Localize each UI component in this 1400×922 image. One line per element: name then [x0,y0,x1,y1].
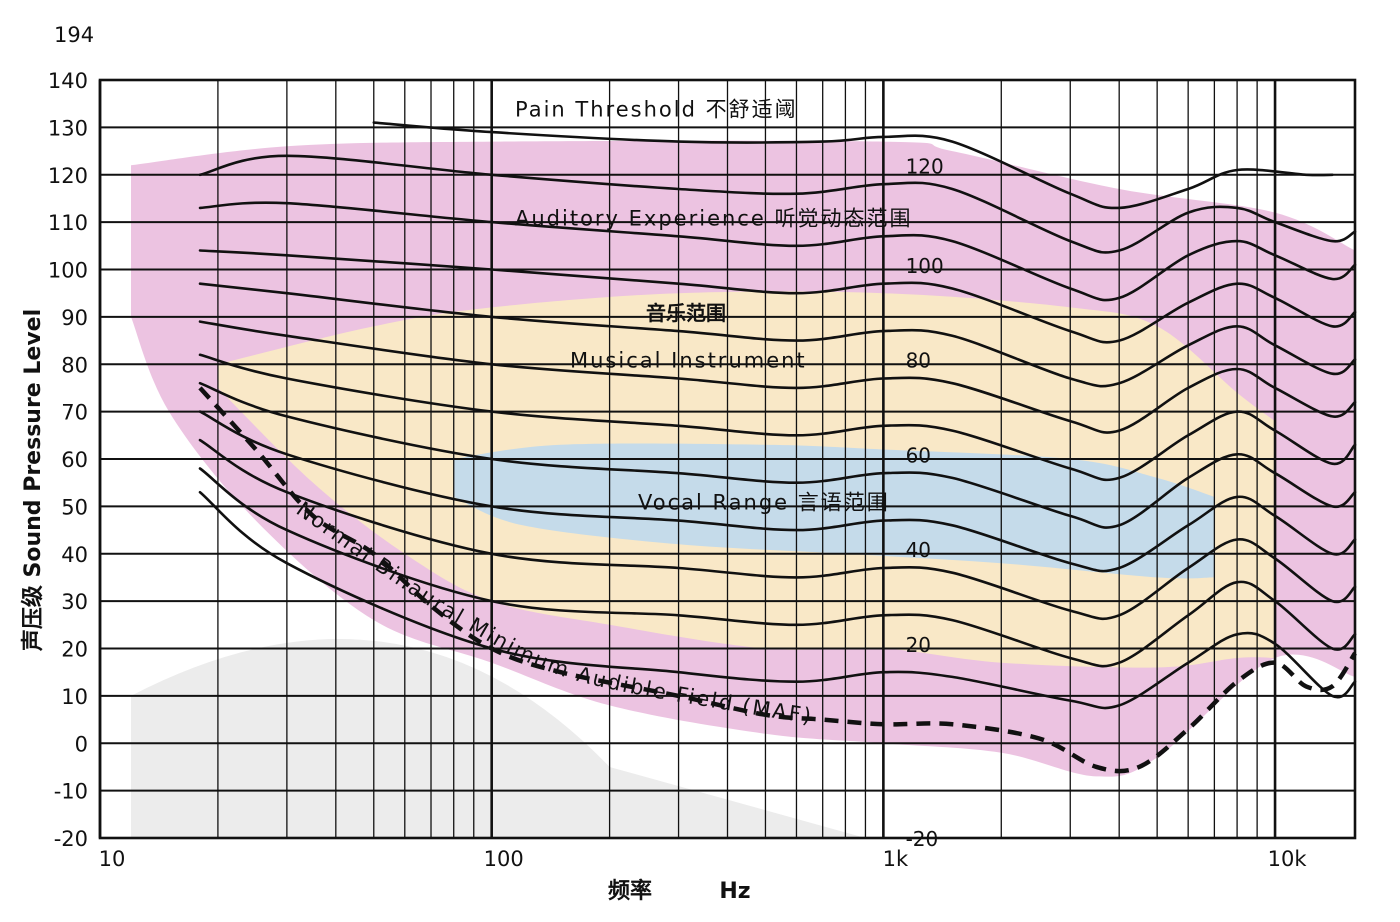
y-axis-title: 声压级 Sound Pressure Level [20,309,46,652]
y-tick-label: 110 [48,211,88,235]
x-axis-unit: Hz [719,879,750,904]
phon-label: 20 [906,633,931,657]
region-label: Musical Instrument [570,349,807,373]
x-tick-label: 1k [883,847,909,871]
y-tick-label: 120 [48,164,88,188]
phon-label: 120 [906,154,944,178]
region-label: Vocal Range 言语范围 [638,491,890,515]
y-tick-label: 80 [61,353,88,377]
loudness-curve [198,467,1357,668]
y-tick-label: 40 [61,543,88,567]
loudness-curve [198,381,1357,529]
phon-label: 80 [906,349,931,373]
y-tick-label: 60 [61,448,88,472]
inaudible-area [131,639,866,838]
loudness-curve [198,353,1357,482]
y-tick-label: 70 [61,401,88,425]
y-tick-label: 90 [61,306,88,330]
loudness-curve [372,121,1334,210]
y-tick-label: 30 [61,590,88,614]
region-label: Pain Threshold 不舒适阈 [515,97,798,121]
maf-dashed-line [198,386,1357,774]
y-tick-top: 194 [54,23,94,47]
grid: 1401301201101009080706050403020100-10-20… [48,69,1357,871]
loudness-curve [198,438,1357,621]
loudness-curve [198,320,1357,434]
region-label: 音乐范围 [646,301,726,325]
phon-label: -20 [906,827,939,851]
loudness-curve [198,410,1357,573]
y-tick-label: -10 [54,780,88,804]
y-tick-label: 20 [61,638,88,662]
y-tick-label: -20 [54,827,88,851]
plot-frame [98,78,1357,840]
phon-label: 60 [906,443,931,467]
x-tick-label: 100 [484,847,524,871]
y-tick-label: 10 [61,685,88,709]
y-tick-label: 140 [48,69,88,93]
phon-label: 40 [906,538,931,562]
y-tick-label: 130 [48,116,88,140]
y-tick-label: 100 [48,259,88,283]
annotations: Pain Threshold 不舒适阈 Auditory Experience 听… [515,97,944,851]
x-axis-title: 频率 [608,878,652,904]
loudness-curve [198,154,1357,254]
x-tick-label: 10k [1268,847,1308,871]
region-vocal [453,443,1215,579]
loudness-curve [198,201,1357,302]
loudness-curve [198,249,1357,344]
region-label: Auditory Experience 听觉动态范围 [515,206,912,230]
y-tick-label: 50 [61,495,88,519]
phon-label: 100 [906,254,944,278]
loudness-curve [198,490,1357,710]
x-tick-label: 10 [99,847,126,871]
equal-loudness-curves [198,121,1357,710]
y-tick-label: 0 [75,732,88,756]
loudness-curve [198,282,1357,388]
